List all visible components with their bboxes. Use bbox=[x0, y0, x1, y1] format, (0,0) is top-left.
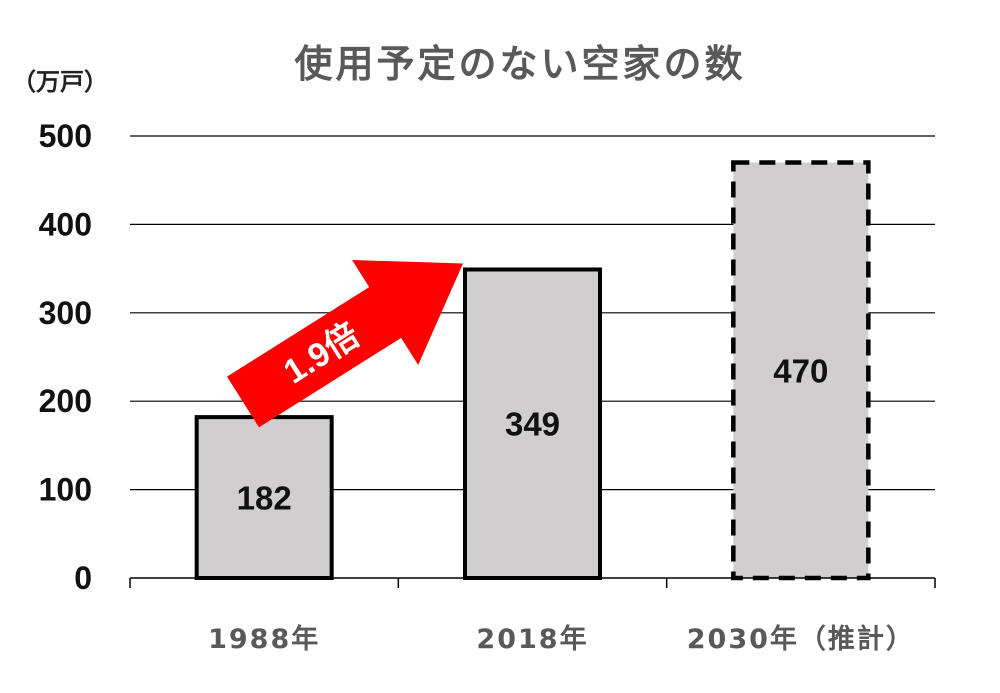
y-axis-unit-label: （万戸） bbox=[12, 68, 108, 96]
arrow-icon bbox=[227, 260, 464, 428]
y-tick-label: 500 bbox=[39, 118, 92, 154]
y-tick-label: 300 bbox=[39, 295, 92, 331]
x-tick-label: 1988年 bbox=[208, 623, 320, 655]
y-tick-label: 400 bbox=[39, 206, 92, 242]
y-tick-label: 100 bbox=[39, 472, 92, 508]
y-axis-ticks: 0 100 200 300 400 500 bbox=[39, 118, 92, 596]
bar-data-label: 182 bbox=[237, 480, 292, 517]
bars: 182 349 470 bbox=[194, 160, 871, 581]
x-tick-label: 2018年 bbox=[476, 623, 588, 655]
y-tick-label: 0 bbox=[74, 560, 92, 596]
x-tick-label: 2030年（推計） bbox=[687, 623, 915, 655]
bar bbox=[194, 415, 334, 580]
chart-title: 使用予定のない空家の数 bbox=[294, 42, 745, 86]
bar-data-label: 470 bbox=[773, 352, 828, 389]
y-tick-label: 200 bbox=[39, 383, 92, 419]
x-axis: 1988年 2018年 2030年（推計） bbox=[129, 577, 936, 655]
bar-data-label: 349 bbox=[505, 406, 560, 443]
bar-estimated bbox=[731, 160, 871, 581]
